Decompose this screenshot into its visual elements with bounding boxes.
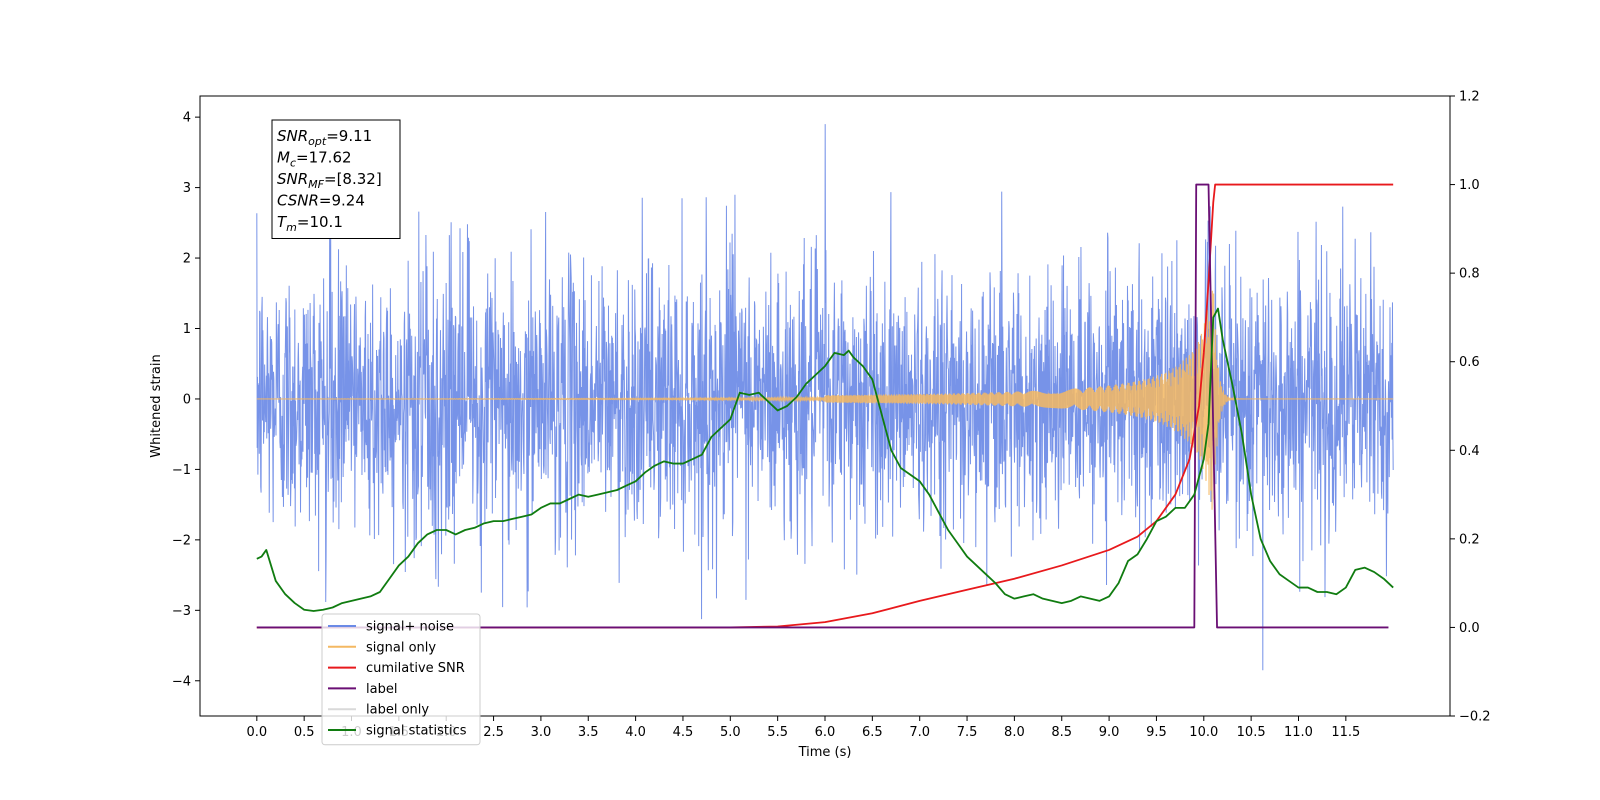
legend-label-label-only: label only bbox=[366, 703, 429, 718]
annotation-frame bbox=[271, 119, 401, 239]
y-left-tick-label: −4 bbox=[172, 674, 191, 689]
x-tick-label: 10.0 bbox=[1189, 725, 1218, 740]
x-tick-label: 7.0 bbox=[909, 725, 930, 740]
x-tick-label: 4.0 bbox=[625, 725, 646, 740]
annotation-line: Tm=10.1 bbox=[277, 213, 343, 234]
legend-label-signal-only: signal only bbox=[366, 640, 436, 655]
y-left-tick-label: 2 bbox=[183, 252, 191, 267]
annotation-line: SNRMF=[8.32] bbox=[277, 170, 382, 191]
x-tick-label: 9.0 bbox=[1099, 725, 1120, 740]
x-tick-label: 0.0 bbox=[246, 725, 267, 740]
x-tick-label: 8.5 bbox=[1051, 725, 1072, 740]
x-tick-label: 11.0 bbox=[1284, 725, 1313, 740]
annotation-line: SNRopt=9.11 bbox=[277, 127, 372, 148]
x-tick-label: 9.5 bbox=[1146, 725, 1167, 740]
x-tick-label: 3.5 bbox=[578, 725, 599, 740]
data-layer bbox=[256, 124, 1394, 671]
y-left-tick-label: −1 bbox=[172, 463, 191, 478]
series-line-label bbox=[256, 183, 1389, 629]
series-line-cumilative-snr bbox=[256, 183, 1394, 629]
x-tick-label: 7.5 bbox=[957, 725, 978, 740]
y-right-tick-label: −0.2 bbox=[1459, 710, 1491, 725]
y-right-tick-label: 0.0 bbox=[1459, 621, 1480, 636]
x-tick-label: 8.0 bbox=[1004, 725, 1025, 740]
y-axis-label: Whitened strain bbox=[149, 354, 164, 457]
annotation-box: SNRopt=9.11Mc=17.62SNRMF=[8.32]CSNR=9.24… bbox=[271, 119, 401, 239]
y-left-tick-label: −3 bbox=[172, 604, 191, 619]
x-tick-label: 5.5 bbox=[767, 725, 788, 740]
y-right-tick-label: 0.6 bbox=[1459, 355, 1480, 370]
legend-label-signal-noise: signal+ noise bbox=[366, 620, 454, 635]
x-tick-label: 10.5 bbox=[1237, 725, 1266, 740]
legend-label-label: label bbox=[366, 682, 397, 697]
x-tick-label: 11.5 bbox=[1331, 725, 1360, 740]
x-tick-label: 4.5 bbox=[673, 725, 694, 740]
annotation-line: CSNR=9.24 bbox=[277, 192, 365, 210]
series-line-signal-only bbox=[256, 290, 1394, 510]
y-right-tick-label: 1.0 bbox=[1459, 178, 1480, 193]
x-tick-label: 6.5 bbox=[862, 725, 883, 740]
legend-label-signal-statistics: signal statistics bbox=[366, 724, 467, 739]
y-right-tick-label: 0.2 bbox=[1459, 532, 1480, 547]
y-left-tick-label: 1 bbox=[183, 322, 191, 337]
x-tick-label: 3.0 bbox=[531, 725, 552, 740]
x-tick-label: 6.0 bbox=[815, 725, 836, 740]
y-right-tick-label: 1.2 bbox=[1459, 90, 1480, 105]
legend-label-cumilative-snr: cumilative SNR bbox=[366, 661, 465, 676]
y-left-tick-label: 0 bbox=[183, 392, 191, 407]
legend: signal+ noise signal only cumilative SNR la… bbox=[321, 613, 481, 746]
annotation-line: Mc=17.62 bbox=[277, 149, 352, 170]
y-left-tick-label: 3 bbox=[183, 181, 191, 196]
x-tick-label: 0.5 bbox=[294, 725, 315, 740]
x-tick-label: 5.0 bbox=[720, 725, 741, 740]
y-right-tick-label: 0.4 bbox=[1459, 444, 1480, 459]
x-axis-label: Time (s) bbox=[798, 745, 852, 760]
y-left-tick-label: 4 bbox=[183, 111, 191, 126]
legend-frame bbox=[321, 613, 481, 746]
y-right-tick-label: 0.8 bbox=[1459, 267, 1480, 282]
x-tick-label: 2.5 bbox=[483, 725, 504, 740]
y-left-tick-label: −2 bbox=[172, 533, 191, 548]
series-line-signal-statistics bbox=[256, 307, 1394, 612]
